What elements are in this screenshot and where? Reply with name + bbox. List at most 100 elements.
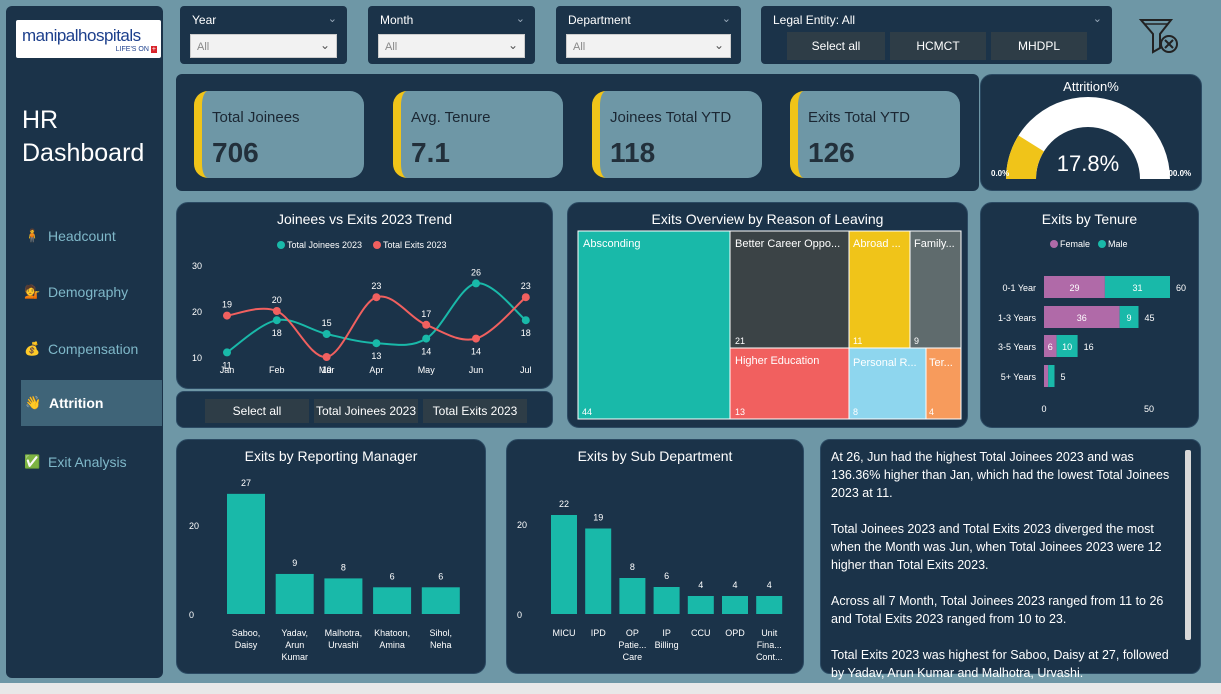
money-bag-icon: 💰 [24,341,41,356]
treemap-panel: Exits Overview by Reason of Leaving Absc… [567,202,968,428]
chevron-down-icon[interactable]: ⌄ [327,13,337,25]
kpi-row: Total Joinees 706 Avg. Tenure 7.1 Joinees … [176,74,979,191]
category-label: Amina [379,640,405,650]
legal-mhdpl-button[interactable]: MHDPL [991,32,1087,60]
svg-text:4: 4 [929,407,934,417]
category-label: IP [662,628,671,638]
trend-chart: Total Joinees 2023 Total Exits 2023 10 20… [192,240,532,375]
tenure-total-label: 16 [1084,342,1094,352]
legal-select-all-button[interactable]: Select all [787,32,885,60]
exits-point [223,311,231,320]
category-label: Billing [655,640,679,650]
bar [653,587,680,614]
joinees-label: 13 [371,351,381,361]
svg-text:44: 44 [582,407,592,417]
nav-attrition[interactable]: 👋 Attrition [21,380,162,426]
treemap-chart: Absconding 44 Better Career Oppo... 21 Abr… [577,230,962,420]
trend-select-all-button[interactable]: Select all [205,399,309,423]
trend-exits-button[interactable]: Total Exits 2023 [423,399,527,423]
treemap-cell-absconding[interactable]: Absconding 44 [577,230,731,420]
manipal-logo: manipalhospitals LIFE'S ON + [16,20,161,58]
svg-text:21: 21 [735,336,745,346]
bar-value-label: 6 [438,571,443,581]
svg-text:Family...: Family... [914,238,955,250]
treemap-cell-personal[interactable]: Personal R... 8 [848,347,927,420]
joinees-point [521,316,530,325]
trend-y-tick: 10 [192,353,202,363]
attrition-title: Attrition% [1063,79,1119,94]
year-select[interactable]: All ⌄ [190,34,337,58]
exits-label: 17 [421,309,431,319]
attrition-value: 17.8% [1057,151,1119,176]
category-label: Sihol, [430,628,453,638]
chevron-down-icon[interactable]: ⌄ [515,13,525,25]
insight-3: Across all 7 Month, Total Joinees 2023 r… [831,594,1164,626]
female-bar [1044,276,1105,298]
manager-chart-panel: Exits by Reporting Manager 0 20 27 Saboo, Da… [176,439,486,674]
trend-x-tick: Jan [220,365,235,375]
tenure-category-label: 3-5 Years [998,342,1037,352]
trend-slicer: Select all Total Joinees 2023 Total Exit… [176,391,553,428]
category-label: Cont... [756,652,783,662]
bar-value-label: 9 [292,558,297,568]
nav-compensation[interactable]: 💰 Compensation [24,341,139,357]
exits-label: 23 [521,281,531,291]
kpi-joinees-ytd: Joinees Total YTD 118 [592,91,762,178]
treemap-title: Exits Overview by Reason of Leaving [651,211,884,227]
subdept-chart: 0 20 22 MICU 19 IPD 8 OP Patie... Care 6 IP Billing 4… [517,499,783,662]
treemap-cell-better-career[interactable]: Better Career Oppo... 21 [729,230,850,349]
treemap-cell-abroad[interactable]: Abroad ... 11 [848,230,911,349]
chevron-down-icon: ⌄ [319,38,330,52]
bar-value-label: 27 [241,478,251,488]
manager-title: Exits by Reporting Manager [244,448,418,464]
category-label: Care [623,652,643,662]
legal-entity-filter[interactable]: Legal Entity: All ⌄ Select all HCMCT MHD… [761,6,1112,64]
y-tick-label: 0 [517,610,522,620]
nav-exit-analysis[interactable]: ✅ Exit Analysis [24,454,127,470]
bar [421,587,460,614]
person-tipping-hand-icon: 💁 [24,284,41,299]
legend-female-dot [1050,240,1058,248]
female-bar [1044,365,1049,387]
treemap-cell-family[interactable]: Family... 9 [909,230,962,349]
person-icon: 🧍 [24,228,41,243]
trend-joinees-button[interactable]: Total Joinees 2023 [314,399,418,423]
male-bar [1119,306,1139,328]
month-select[interactable]: All ⌄ [378,34,525,58]
department-filter[interactable]: Department ⌄ All ⌄ [556,6,741,64]
chevron-down-icon[interactable]: ⌄ [721,13,731,25]
clear-filter-icon[interactable] [1138,14,1180,58]
trend-x-tick: Apr [369,365,383,375]
trend-y-tick: 20 [192,307,202,317]
joinees-point [372,339,381,348]
insight-1: At 26, Jun had the highest Total Joinees… [831,450,1170,500]
bar-value-label: 6 [390,571,395,581]
month-filter[interactable]: Month ⌄ All ⌄ [368,6,535,64]
exits-label: 19 [222,300,232,310]
bar [551,515,577,614]
treemap-cell-ter[interactable]: Ter... 4 [925,347,962,420]
category-label: Kumar [281,652,308,662]
narrative-scrollbar[interactable] [1185,450,1191,640]
category-label: Saboo, [232,628,261,638]
attrition-gauge-panel: Attrition% 17.8% 0.0% 100.0% [980,74,1202,191]
bar-value-label: 8 [630,562,635,572]
joinees-label: 11 [222,360,231,370]
category-label: MICU [553,628,576,638]
bottom-tab-strip [0,683,1221,694]
legend-male-label: Male [1108,239,1128,249]
year-filter[interactable]: Year ⌄ All ⌄ [180,6,347,64]
department-select[interactable]: All ⌄ [566,34,731,58]
male-bar [1056,335,1078,357]
category-label: Unit [761,628,778,638]
nav-headcount[interactable]: 🧍 Headcount [24,228,116,244]
legal-hcmct-button[interactable]: HCMCT [890,32,986,60]
joinees-label: 18 [521,328,531,338]
nav-demography[interactable]: 💁 Demography [24,284,129,300]
chevron-down-icon[interactable]: ⌄ [1092,13,1102,25]
treemap-cell-higher-education[interactable]: Higher Education 13 [729,347,850,420]
tenure-category-label: 5+ Years [1001,372,1037,382]
gauge-min-label: 0.0% [991,169,1009,178]
manager-chart: 0 20 27 Saboo, Daisy 9 Yadav, Arun Kumar 8 Malhotr… [189,478,460,662]
bar [619,578,646,614]
